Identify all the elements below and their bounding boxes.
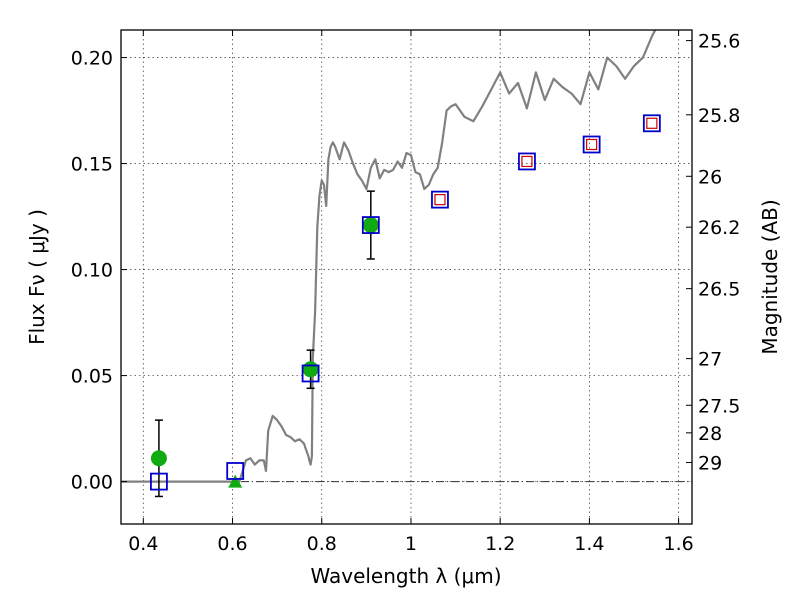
magnitude-tick-label: 27 (698, 349, 722, 371)
x-tick-label: 1.2 (485, 533, 515, 555)
x-tick-label: 1 (405, 533, 417, 555)
grid-lines (121, 30, 692, 524)
upper-limit-triangle (228, 474, 243, 488)
axis-ticks: 0.4 0.6 0.8 1 1.2 1.4 1.6 0.00 0.05 0.10 0.15 0.20 2… (71, 30, 740, 555)
x-tick-label: 0.6 (217, 533, 247, 555)
magnitude-tick-label: 26 (698, 166, 722, 188)
model-flux-square (642, 114, 661, 133)
magnitude-tick-label: 26.2 (698, 217, 740, 239)
model-spectrum-line (121, 30, 657, 483)
y-tick-label: 0.00 (71, 472, 113, 494)
model-flux-square (361, 216, 380, 234)
y-axis-label: Flux Fν ( μJy ) (25, 209, 49, 345)
observed-flux-point (302, 361, 319, 378)
observed-flux-point (150, 450, 167, 467)
observed-flux-point (362, 217, 379, 234)
magnitude-tick-label: 29 (698, 453, 722, 475)
model-flux-square (431, 190, 449, 209)
model-flux-square (518, 152, 536, 171)
magnitude-tick-label: 28 (698, 423, 722, 445)
y-tick-label: 0.10 (71, 260, 113, 282)
x-axis-label: Wavelength λ (μm) (310, 564, 501, 588)
x-tick-label: 1.4 (574, 533, 604, 555)
predicted-flux-square (646, 117, 658, 129)
magnitude-tick-label: 25.8 (698, 105, 740, 127)
x-tick-label: 0.4 (128, 533, 158, 555)
y-tick-label: 0.05 (71, 366, 113, 388)
model-flux-square (150, 472, 168, 491)
y-right-axis-label: Magnitude (AB) (758, 199, 782, 354)
magnitude-tick-label: 25.6 (698, 31, 740, 53)
y-tick-label: 0.20 (71, 48, 113, 70)
plot-frame (120, 29, 693, 525)
magnitude-tick-label: 27.5 (698, 395, 740, 417)
predicted-flux-square (434, 194, 446, 206)
model-flux-square (582, 135, 601, 154)
magnitude-tick-label: 26.5 (698, 279, 740, 301)
x-tick-label: 1.6 (664, 533, 694, 555)
predicted-flux-square (586, 138, 598, 151)
x-tick-label: 0.8 (307, 533, 337, 555)
y-tick-label: 0.15 (71, 154, 113, 176)
plot-series (121, 30, 661, 498)
predicted-flux-square (521, 155, 533, 168)
model-flux-square (301, 364, 320, 383)
model-flux-square (226, 462, 245, 480)
